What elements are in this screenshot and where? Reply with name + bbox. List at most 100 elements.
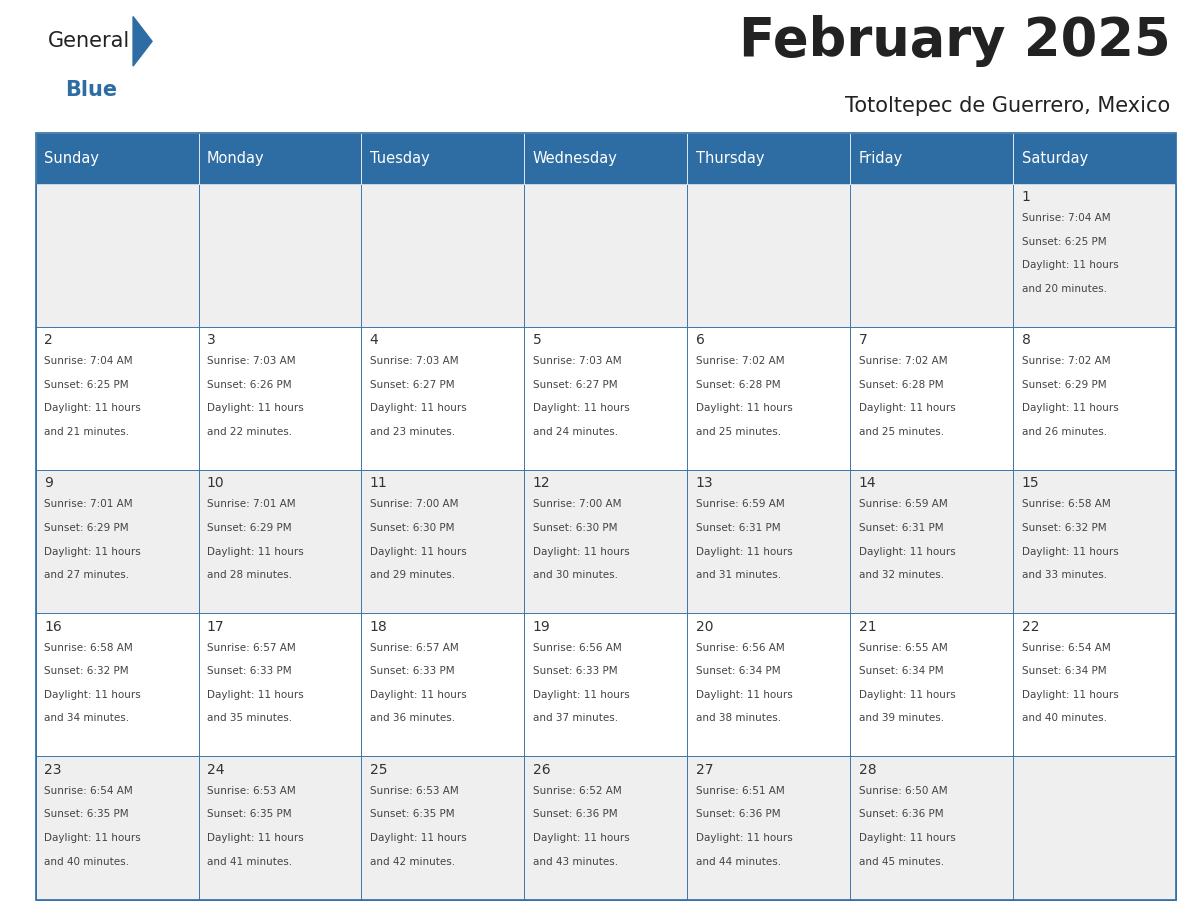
Text: and 34 minutes.: and 34 minutes. xyxy=(44,713,129,723)
Text: Sunrise: 6:58 AM: Sunrise: 6:58 AM xyxy=(1022,499,1111,509)
Text: and 26 minutes.: and 26 minutes. xyxy=(1022,427,1107,437)
Bar xyxy=(688,184,851,327)
Text: Sunrise: 7:03 AM: Sunrise: 7:03 AM xyxy=(369,356,459,366)
Text: 2: 2 xyxy=(44,333,52,347)
Text: Sunrise: 6:53 AM: Sunrise: 6:53 AM xyxy=(207,786,296,796)
Text: Sunrise: 7:02 AM: Sunrise: 7:02 AM xyxy=(696,356,784,366)
Bar xyxy=(198,613,361,756)
Bar xyxy=(36,133,1176,900)
Text: 20: 20 xyxy=(696,620,713,633)
Text: Daylight: 11 hours: Daylight: 11 hours xyxy=(207,833,304,843)
Text: Sunset: 6:35 PM: Sunset: 6:35 PM xyxy=(207,810,291,820)
Text: Sunrise: 6:56 AM: Sunrise: 6:56 AM xyxy=(532,643,621,653)
Text: Sunset: 6:29 PM: Sunset: 6:29 PM xyxy=(1022,380,1106,390)
Text: Sunset: 6:36 PM: Sunset: 6:36 PM xyxy=(859,810,943,820)
Text: Sunset: 6:31 PM: Sunset: 6:31 PM xyxy=(859,523,943,533)
Text: and 30 minutes.: and 30 minutes. xyxy=(532,570,618,580)
Text: Sunset: 6:27 PM: Sunset: 6:27 PM xyxy=(532,380,618,390)
Text: 17: 17 xyxy=(207,620,225,633)
Text: General: General xyxy=(48,31,129,51)
Bar xyxy=(851,184,1013,327)
Text: 24: 24 xyxy=(207,763,225,777)
Text: Sunset: 6:27 PM: Sunset: 6:27 PM xyxy=(369,380,455,390)
Text: 18: 18 xyxy=(369,620,387,633)
Text: and 29 minutes.: and 29 minutes. xyxy=(369,570,455,580)
Text: Daylight: 11 hours: Daylight: 11 hours xyxy=(1022,689,1118,700)
Text: and 32 minutes.: and 32 minutes. xyxy=(859,570,943,580)
Bar xyxy=(361,613,524,756)
Text: and 22 minutes.: and 22 minutes. xyxy=(207,427,292,437)
Bar xyxy=(36,756,198,900)
Text: Daylight: 11 hours: Daylight: 11 hours xyxy=(207,689,304,700)
Text: Sunrise: 7:02 AM: Sunrise: 7:02 AM xyxy=(859,356,947,366)
Text: Sunrise: 7:01 AM: Sunrise: 7:01 AM xyxy=(44,499,133,509)
Text: 21: 21 xyxy=(859,620,877,633)
Text: 26: 26 xyxy=(532,763,550,777)
Text: 22: 22 xyxy=(1022,620,1040,633)
Text: Sunset: 6:33 PM: Sunset: 6:33 PM xyxy=(369,666,455,677)
Text: 10: 10 xyxy=(207,476,225,490)
Bar xyxy=(524,327,688,470)
Text: Totoltepec de Guerrero, Mexico: Totoltepec de Guerrero, Mexico xyxy=(845,95,1170,116)
Bar xyxy=(851,327,1013,470)
Text: Sunrise: 7:04 AM: Sunrise: 7:04 AM xyxy=(1022,213,1110,223)
Text: Sunrise: 6:52 AM: Sunrise: 6:52 AM xyxy=(532,786,621,796)
Text: Tuesday: Tuesday xyxy=(369,151,430,166)
Bar xyxy=(524,756,688,900)
Bar xyxy=(688,470,851,613)
Text: and 36 minutes.: and 36 minutes. xyxy=(369,713,455,723)
Text: Sunrise: 6:59 AM: Sunrise: 6:59 AM xyxy=(859,499,947,509)
Text: Sunset: 6:28 PM: Sunset: 6:28 PM xyxy=(696,380,781,390)
Text: 14: 14 xyxy=(859,476,877,490)
Text: Sunrise: 6:57 AM: Sunrise: 6:57 AM xyxy=(207,643,296,653)
Text: Sunrise: 6:57 AM: Sunrise: 6:57 AM xyxy=(369,643,459,653)
Text: Monday: Monday xyxy=(207,151,265,166)
Text: Daylight: 11 hours: Daylight: 11 hours xyxy=(1022,260,1118,270)
Text: Daylight: 11 hours: Daylight: 11 hours xyxy=(44,833,140,843)
Text: Sunset: 6:28 PM: Sunset: 6:28 PM xyxy=(859,380,943,390)
Text: Sunset: 6:34 PM: Sunset: 6:34 PM xyxy=(1022,666,1106,677)
Bar xyxy=(361,756,524,900)
Text: 19: 19 xyxy=(532,620,550,633)
Bar xyxy=(851,756,1013,900)
Text: 16: 16 xyxy=(44,620,62,633)
Text: Sunday: Sunday xyxy=(44,151,99,166)
Text: 27: 27 xyxy=(696,763,713,777)
Text: and 23 minutes.: and 23 minutes. xyxy=(369,427,455,437)
Text: Daylight: 11 hours: Daylight: 11 hours xyxy=(1022,403,1118,413)
Text: Sunset: 6:36 PM: Sunset: 6:36 PM xyxy=(696,810,781,820)
Bar xyxy=(198,327,361,470)
Text: Daylight: 11 hours: Daylight: 11 hours xyxy=(859,403,955,413)
Text: and 45 minutes.: and 45 minutes. xyxy=(859,856,943,867)
Text: 7: 7 xyxy=(859,333,867,347)
Text: 25: 25 xyxy=(369,763,387,777)
Polygon shape xyxy=(133,17,152,66)
Text: Sunset: 6:33 PM: Sunset: 6:33 PM xyxy=(207,666,291,677)
Text: Sunset: 6:31 PM: Sunset: 6:31 PM xyxy=(696,523,781,533)
Text: 9: 9 xyxy=(44,476,52,490)
Bar xyxy=(1013,470,1176,613)
Text: and 25 minutes.: and 25 minutes. xyxy=(696,427,781,437)
Text: Daylight: 11 hours: Daylight: 11 hours xyxy=(207,546,304,556)
Bar xyxy=(198,184,361,327)
Text: February 2025: February 2025 xyxy=(739,16,1170,67)
Text: Sunrise: 6:59 AM: Sunrise: 6:59 AM xyxy=(696,499,784,509)
Text: Daylight: 11 hours: Daylight: 11 hours xyxy=(532,403,630,413)
Text: Daylight: 11 hours: Daylight: 11 hours xyxy=(859,689,955,700)
Text: and 41 minutes.: and 41 minutes. xyxy=(207,856,292,867)
Bar xyxy=(851,133,1013,184)
Text: Sunrise: 7:00 AM: Sunrise: 7:00 AM xyxy=(532,499,621,509)
Text: and 31 minutes.: and 31 minutes. xyxy=(696,570,781,580)
Bar xyxy=(198,470,361,613)
Text: Sunset: 6:33 PM: Sunset: 6:33 PM xyxy=(532,666,618,677)
Text: Daylight: 11 hours: Daylight: 11 hours xyxy=(207,403,304,413)
Text: Sunrise: 6:58 AM: Sunrise: 6:58 AM xyxy=(44,643,133,653)
Text: and 39 minutes.: and 39 minutes. xyxy=(859,713,943,723)
Text: Sunrise: 6:54 AM: Sunrise: 6:54 AM xyxy=(44,786,133,796)
Text: Sunset: 6:29 PM: Sunset: 6:29 PM xyxy=(44,523,128,533)
Bar xyxy=(361,470,524,613)
Bar xyxy=(851,470,1013,613)
Text: Sunset: 6:30 PM: Sunset: 6:30 PM xyxy=(532,523,618,533)
Bar xyxy=(36,470,198,613)
Bar xyxy=(36,327,198,470)
